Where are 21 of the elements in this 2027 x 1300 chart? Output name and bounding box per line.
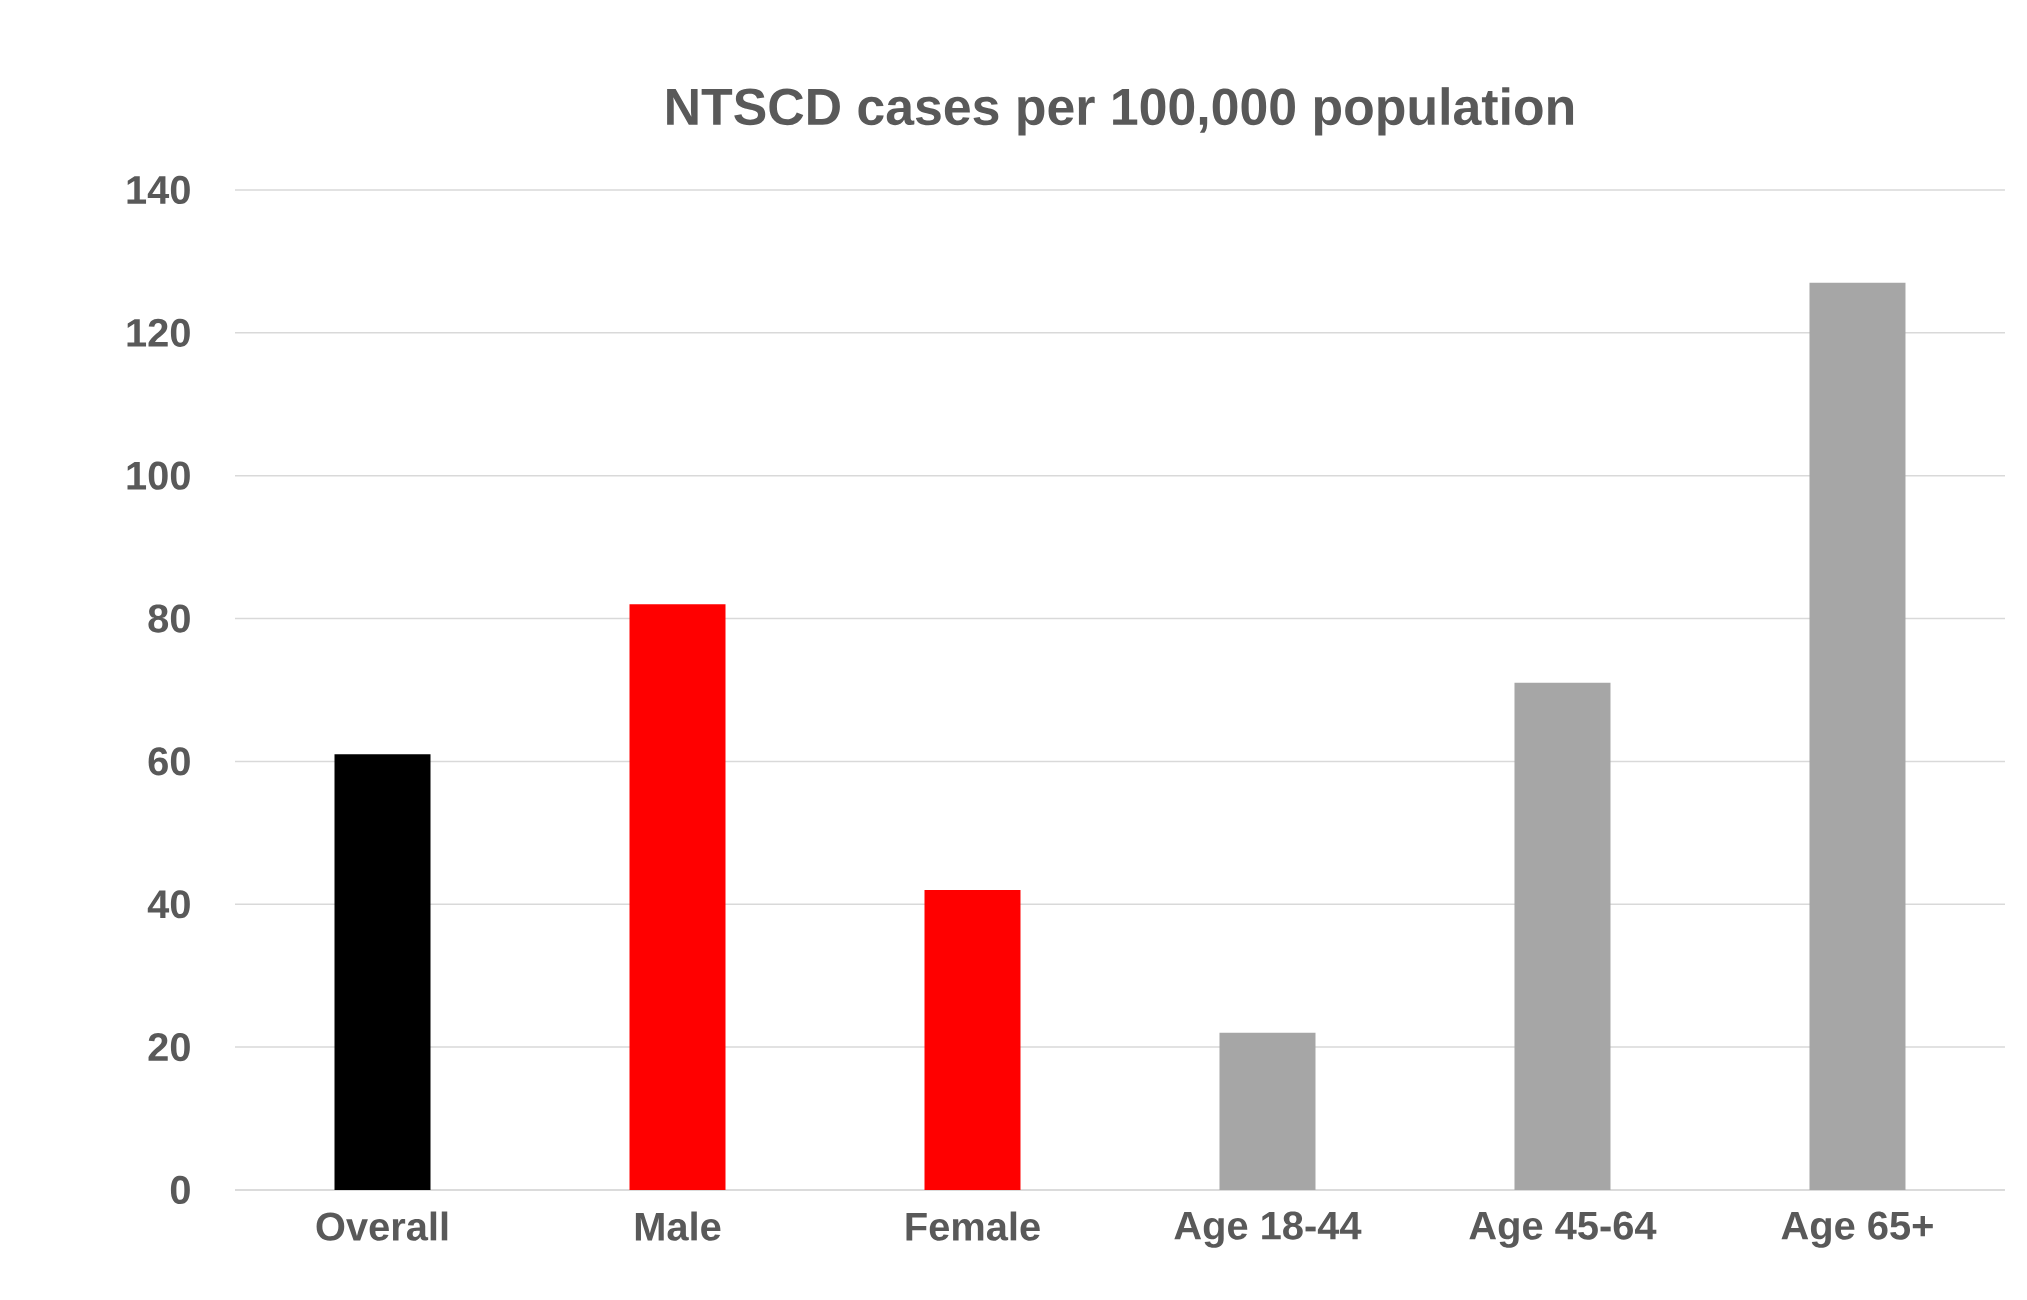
y-tick-label: 140	[127, 175, 190, 205]
y-tick-label: 40	[147, 890, 190, 919]
bar	[1514, 682, 1611, 1190]
y-tick-label: 60	[148, 747, 190, 776]
y-tick-label: 20	[148, 1033, 190, 1062]
x-tick-label: Male	[635, 1211, 721, 1241]
bar	[924, 889, 1021, 1190]
x-tick-label: Overall	[316, 1211, 448, 1241]
x-tick-label: Age 45-64	[1469, 1211, 1657, 1248]
x-tick-label: Female	[906, 1211, 1040, 1241]
y-tick-label: 0	[170, 1175, 190, 1205]
chart-title: NTSCD cases per 100,000 population	[667, 87, 1574, 136]
y-tick-label: 120	[127, 318, 190, 347]
bar	[334, 754, 431, 1190]
x-tick-label: Age 18-44	[1174, 1211, 1362, 1248]
bar	[1809, 282, 1906, 1190]
x-tick-label: Age 65+	[1781, 1211, 1933, 1248]
y-tick-label: 80	[148, 604, 190, 633]
bar	[629, 604, 726, 1190]
bar	[1219, 1032, 1316, 1190]
y-tick-label: 100	[127, 461, 190, 490]
